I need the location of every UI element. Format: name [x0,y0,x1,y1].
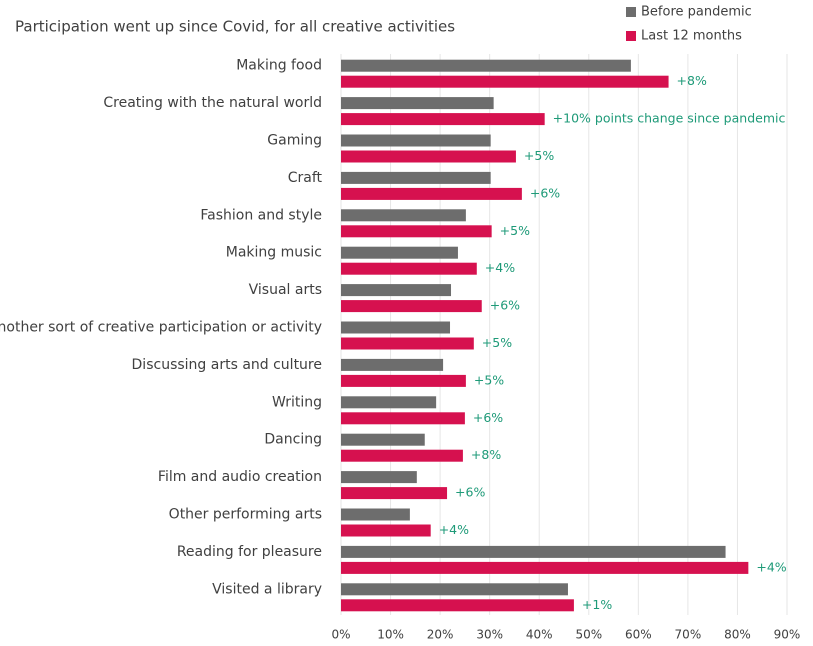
bar [341,187,522,200]
annotation: +6% [490,298,520,313]
bar [341,471,417,484]
y-tick-label: Other performing arts [169,507,322,523]
annotation: +8% [471,447,501,462]
annotation: +10% points change since pandemic [553,111,786,126]
bar [341,59,631,72]
bar [341,209,466,222]
legend-label: Last 12 months [641,29,742,44]
x-tick-label: 20% [427,628,454,642]
x-tick-label: 90% [774,628,801,642]
annotation: +5% [474,372,504,387]
annotation: +4% [756,559,786,574]
annotation: +5% [524,148,554,163]
y-tick-label: Another sort of creative participation o… [0,320,322,336]
annotation: +8% [677,73,707,88]
bar [341,545,726,558]
x-tick-label: 40% [526,628,553,642]
y-tick-label: Dancing [264,432,322,448]
y-tick-label: Visual arts [249,282,322,298]
bar [341,583,568,596]
annotation: +6% [455,485,485,500]
bar [341,396,437,409]
bar [341,246,458,259]
bar [341,433,425,446]
bar [341,284,452,297]
bar [341,134,491,147]
bar [341,225,492,238]
y-tick-label: Writing [272,394,322,410]
bar [341,97,494,110]
bar [341,262,477,275]
legend-label: Before pandemic [641,5,752,20]
x-tick-label: 80% [724,628,751,642]
bar [341,358,444,371]
y-tick-label: Making music [226,245,322,261]
x-tick-label: 30% [476,628,503,642]
y-tick-label: Fashion and style [200,207,322,223]
bar [341,599,574,612]
annotation: +5% [500,223,530,238]
bar [341,150,516,163]
y-tick-label: Gaming [267,133,322,149]
chart-title: Participation went up since Covid, for a… [15,18,455,36]
bar [341,113,545,126]
y-tick-label: Reading for pleasure [177,544,322,560]
annotation: +6% [530,185,560,200]
annotation: +1% [582,597,612,612]
bar [341,449,463,462]
x-tick-label: 10% [377,628,404,642]
annotation: +6% [473,410,503,425]
y-tick-label: Creating with the natural world [103,95,322,111]
bar [341,374,466,387]
bar [341,487,448,500]
bar [341,508,410,521]
x-tick-label: 50% [575,628,602,642]
bar [341,171,491,184]
annotation: +4% [439,522,469,537]
y-tick-label: Making food [236,58,322,74]
y-tick-label: Discussing arts and culture [132,357,322,373]
x-tick-label: 60% [625,628,652,642]
y-tick-label: Visited a library [212,581,322,597]
bar [341,412,465,425]
legend-swatch [626,31,636,41]
legend-swatch [626,7,636,17]
y-tick-label: Craft [288,170,323,186]
bar [341,337,474,350]
annotation: +5% [482,335,512,350]
x-tick-label: 70% [675,628,702,642]
bar [341,524,431,537]
x-tick-label: 0% [331,628,350,642]
y-tick-label: Film and audio creation [158,469,322,485]
bar [341,75,669,88]
bar [341,321,451,334]
annotation: +4% [485,260,515,275]
bar [341,561,749,574]
bar [341,300,482,313]
